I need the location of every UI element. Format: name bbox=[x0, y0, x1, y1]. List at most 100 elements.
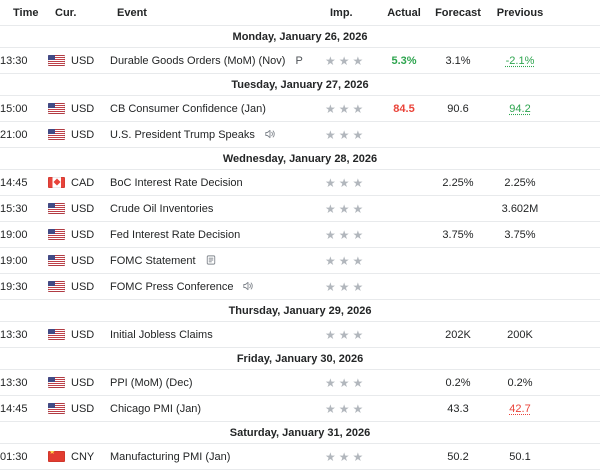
column-header-forecast: Forecast bbox=[429, 0, 487, 26]
preliminary-marker: P bbox=[295, 54, 303, 67]
event-link[interactable]: PPI (MoM) (Dec) bbox=[110, 376, 193, 389]
forecast-value: 50.2 bbox=[447, 450, 469, 463]
flag-us-icon bbox=[48, 54, 65, 66]
row-spacer bbox=[553, 369, 600, 396]
previous-value: 2.25% bbox=[504, 176, 536, 189]
row-spacer bbox=[553, 47, 600, 74]
event-time: 14:45 bbox=[0, 169, 48, 196]
event-row: 14:45 USD Chicago PMI (Jan) ★★★ 43.3 42.… bbox=[0, 395, 600, 422]
date-group-label: Tuesday, January 27, 2026 bbox=[0, 73, 600, 96]
calendar-body: Monday, January 26, 2026 13:30 USD Durab… bbox=[0, 25, 600, 470]
event-time: 13:30 bbox=[0, 321, 48, 348]
flag-us-icon bbox=[48, 102, 65, 114]
event-row: 13:30 USD PPI (MoM) (Dec) ★★★ 0.2% 0.2% bbox=[0, 369, 600, 396]
forecast-value: 202K bbox=[445, 328, 471, 341]
calendar-header: Time Cur. Event Imp. Actual Forecast Pre… bbox=[0, 0, 600, 26]
row-spacer bbox=[553, 95, 600, 122]
event-row: 13:30 USD Initial Jobless Claims ★★★ 202… bbox=[0, 321, 600, 348]
previous-value: 42.7 bbox=[509, 402, 531, 415]
date-group-row: Monday, January 26, 2026 bbox=[0, 25, 600, 48]
date-group-label: Saturday, January 31, 2026 bbox=[0, 421, 600, 444]
speech-icon bbox=[264, 128, 276, 140]
currency-code: USD bbox=[71, 254, 95, 267]
forecast-value: 3.75% bbox=[442, 228, 474, 241]
importance-stars: ★★★ bbox=[325, 279, 367, 294]
event-row: 01:30 CNY Manufacturing PMI (Jan) ★★★ 50… bbox=[0, 443, 600, 470]
currency-code: CAD bbox=[71, 176, 95, 189]
actual-value: 5.3% bbox=[391, 54, 417, 67]
currency-code: USD bbox=[71, 102, 95, 115]
event-link[interactable]: Crude Oil Inventories bbox=[110, 202, 214, 215]
row-spacer bbox=[553, 247, 600, 274]
event-row: 19:00 USD FOMC Statement ★★★ bbox=[0, 247, 600, 274]
event-time: 19:00 bbox=[0, 221, 48, 248]
event-time: 21:00 bbox=[0, 121, 48, 148]
column-header-previous: Previous bbox=[487, 0, 553, 26]
report-icon bbox=[205, 254, 217, 266]
row-spacer bbox=[553, 121, 600, 148]
importance-stars: ★★★ bbox=[325, 401, 367, 416]
row-spacer bbox=[553, 443, 600, 470]
importance-stars: ★★★ bbox=[325, 375, 367, 390]
currency-code: USD bbox=[71, 128, 95, 141]
event-row: 21:00 USD U.S. President Trump Speaks ★★… bbox=[0, 121, 600, 148]
event-link[interactable]: FOMC Press Conference bbox=[110, 281, 234, 293]
flag-cn-icon bbox=[48, 450, 65, 462]
forecast-value: 90.6 bbox=[447, 102, 469, 115]
importance-stars: ★★★ bbox=[325, 175, 367, 190]
currency-code: USD bbox=[71, 402, 95, 415]
date-group-row: Saturday, January 31, 2026 bbox=[0, 421, 600, 444]
event-time: 13:30 bbox=[0, 369, 48, 396]
event-link[interactable]: U.S. President Trump Speaks bbox=[110, 129, 255, 141]
currency-code: USD bbox=[71, 202, 95, 215]
previous-value: 0.2% bbox=[507, 376, 533, 389]
forecast-value: 43.3 bbox=[447, 402, 469, 415]
event-link[interactable]: Initial Jobless Claims bbox=[110, 328, 213, 341]
flag-us-icon bbox=[48, 402, 65, 414]
row-spacer bbox=[553, 273, 600, 300]
date-group-label: Wednesday, January 28, 2026 bbox=[0, 147, 600, 170]
event-time: 14:45 bbox=[0, 395, 48, 422]
event-row: 15:30 USD Crude Oil Inventories ★★★ 3.60… bbox=[0, 195, 600, 222]
flag-us-icon bbox=[48, 202, 65, 214]
forecast-value: 2.25% bbox=[442, 176, 474, 189]
column-header-time: Time bbox=[0, 0, 48, 26]
event-link[interactable]: FOMC Statement bbox=[110, 255, 196, 267]
event-link[interactable]: Chicago PMI (Jan) bbox=[110, 402, 202, 415]
importance-stars: ★★★ bbox=[325, 253, 367, 268]
event-row: 14:45 CAD BoC Interest Rate Decision ★★★… bbox=[0, 169, 600, 196]
speech-icon bbox=[242, 280, 254, 292]
event-row: 19:30 USD FOMC Press Conference ★★★ bbox=[0, 273, 600, 300]
row-spacer bbox=[553, 321, 600, 348]
flag-ca-icon bbox=[48, 176, 65, 188]
currency-code: USD bbox=[71, 376, 95, 389]
forecast-value: 3.1% bbox=[445, 54, 471, 67]
forecast-value: 0.2% bbox=[445, 376, 471, 389]
flag-us-icon bbox=[48, 376, 65, 388]
currency-code: USD bbox=[71, 280, 95, 293]
previous-value: 50.1 bbox=[509, 450, 531, 463]
date-group-label: Monday, January 26, 2026 bbox=[0, 25, 600, 48]
column-header-spacer bbox=[553, 0, 600, 26]
event-link[interactable]: Durable Goods Orders (MoM) (Nov) bbox=[110, 54, 286, 67]
event-time: 15:30 bbox=[0, 195, 48, 222]
column-header-currency: Cur. bbox=[48, 0, 110, 26]
event-row: 19:00 USD Fed Interest Rate Decision ★★★… bbox=[0, 221, 600, 248]
previous-value: 3.75% bbox=[504, 228, 536, 241]
flag-us-icon bbox=[48, 228, 65, 240]
actual-value: 84.5 bbox=[393, 102, 415, 115]
importance-stars: ★★★ bbox=[325, 449, 367, 464]
event-link[interactable]: Fed Interest Rate Decision bbox=[110, 228, 241, 241]
event-time: 15:00 bbox=[0, 95, 48, 122]
column-header-actual: Actual bbox=[379, 0, 429, 26]
currency-code: USD bbox=[71, 328, 95, 341]
flag-us-icon bbox=[48, 128, 65, 140]
flag-us-icon bbox=[48, 280, 65, 292]
event-row: 13:30 USD Durable Goods Orders (MoM) (No… bbox=[0, 47, 600, 74]
row-spacer bbox=[553, 395, 600, 422]
event-link[interactable]: CB Consumer Confidence (Jan) bbox=[110, 102, 266, 115]
importance-stars: ★★★ bbox=[325, 53, 367, 68]
event-link[interactable]: BoC Interest Rate Decision bbox=[110, 176, 243, 189]
event-link[interactable]: Manufacturing PMI (Jan) bbox=[110, 450, 231, 463]
